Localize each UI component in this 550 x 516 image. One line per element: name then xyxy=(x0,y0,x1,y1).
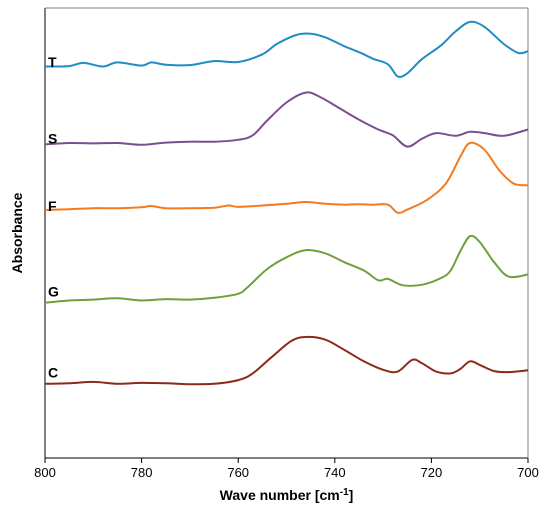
series-label-s: S xyxy=(48,131,57,147)
x-tick-label: 780 xyxy=(131,465,153,480)
series-label-t: T xyxy=(48,54,57,70)
series-label-g: G xyxy=(48,284,59,300)
x-tick-label: 700 xyxy=(517,465,539,480)
series-line-c xyxy=(44,335,529,386)
x-tick-label: 800 xyxy=(34,465,56,480)
plot-area xyxy=(44,7,529,459)
series-labels: T S F G C xyxy=(48,54,59,381)
series-label-f: F xyxy=(48,198,57,214)
series-label-c: C xyxy=(48,365,58,381)
x-axis-title-superscript: -1 xyxy=(340,487,349,498)
x-tick-label: 720 xyxy=(421,465,443,480)
x-axis-title: Wave number [cm-1] xyxy=(220,487,354,503)
series-line-t xyxy=(44,20,529,78)
x-axis-title-suffix: ] xyxy=(349,487,354,503)
series-line-g xyxy=(44,234,529,304)
x-axis-title-main: Wave number [cm xyxy=(220,487,340,503)
series-line-s xyxy=(44,91,529,148)
series-line-f xyxy=(44,141,529,214)
series-group xyxy=(44,20,529,386)
y-axis-title: Absorbance xyxy=(9,192,25,273)
x-tick-label: 760 xyxy=(227,465,249,480)
x-ticks: 800 780 760 740 720 700 xyxy=(34,458,539,480)
x-tick-label: 740 xyxy=(324,465,346,480)
